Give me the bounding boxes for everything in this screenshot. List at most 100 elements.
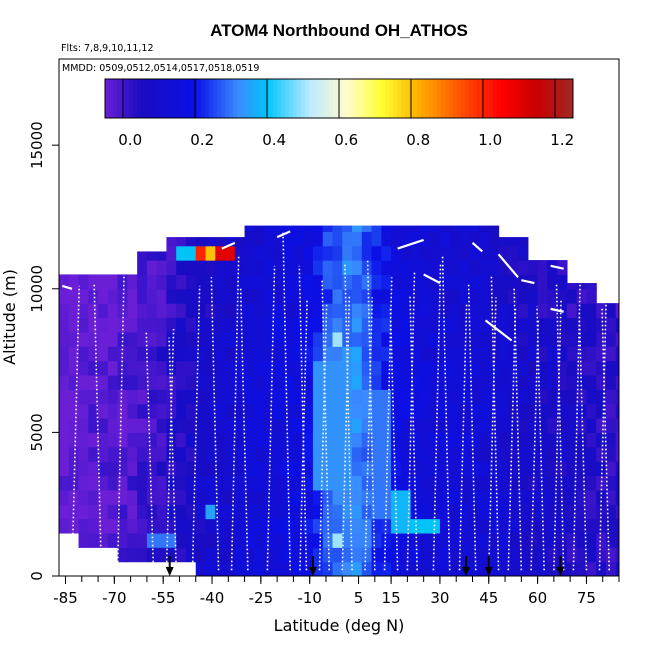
heatmap-cell [98,532,109,548]
heatmap-cell [361,418,373,433]
heatmap-cell [166,360,177,376]
heatmap-cell [283,504,295,520]
heatmap-cell [557,504,568,520]
heatmap-cell [215,518,226,534]
colorbar-swatch [345,79,350,118]
heatmap-cell [205,547,216,563]
heatmap-cell [303,547,314,563]
heatmap-cell [342,547,353,563]
heatmap-cell [205,489,216,505]
heatmap-cell [146,461,158,477]
colorbar-swatch [169,79,174,118]
heatmap-cell [586,346,597,362]
heatmap-cell [234,561,246,576]
heatmap-cell [283,432,295,448]
heatmap-cell [596,317,607,333]
heatmap-cell [459,288,470,304]
heatmap-cell [400,561,412,576]
heatmap-cell [293,331,304,347]
heatmap-cell [352,260,363,276]
heatmap-cell [449,245,461,261]
heatmap-cell [508,418,519,433]
heatmap-cell [469,360,480,376]
heatmap-cell [371,389,382,405]
heatmap-cell [273,288,285,304]
heatmap-cell [234,346,246,362]
colorbar-swatch [413,79,418,118]
heatmap-cell [576,403,588,419]
colorbar-swatch [445,79,450,118]
colorbar-swatch [149,79,154,118]
heatmap-cell [127,331,138,347]
colorbar-swatch [245,79,250,118]
heatmap-cell [352,403,363,419]
heatmap-cell [479,504,490,520]
heatmap-cell [185,303,197,319]
heatmap-cell [430,225,441,232]
heatmap-cell [117,288,128,304]
heatmap-cell [264,389,275,405]
heatmap-cell [498,360,509,376]
heatmap-cell [273,446,285,462]
heatmap-cell [479,475,490,491]
heatmap-cell [293,303,304,319]
heatmap-cell [254,317,265,333]
heatmap-cell [205,237,216,247]
colorbar-swatch [461,79,466,118]
heatmap-cell [137,274,148,290]
heatmap-cell [361,260,373,276]
heatmap-cell [488,446,500,462]
heatmap-cell [361,331,373,347]
heatmap-cell [430,274,441,290]
heatmap-cell [352,274,363,290]
heatmap-cell [352,561,363,576]
heatmap-cell [420,461,431,477]
heatmap-cell [479,389,490,405]
heatmap-cell [59,331,70,347]
dates-label: MMDD: 0509,0512,0514,0517,0518,0519 [62,63,259,74]
colorbar-swatch [129,79,134,118]
heatmap-cell [508,237,519,247]
heatmap-cell [576,518,588,534]
heatmap-cell [557,475,568,491]
colorbar-swatch [145,79,150,118]
heatmap-cell [146,360,158,376]
heatmap-cell [185,532,197,548]
heatmap-cell [527,432,539,448]
heatmap-cell [439,547,451,563]
heatmap-cell [557,461,568,477]
heatmap-cell [98,446,109,462]
heatmap-cell [361,374,373,390]
heatmap-cell [537,446,548,462]
heatmap-cell [361,360,373,376]
heatmap-cell [293,418,304,433]
heatmap-cell [234,288,246,304]
heatmap-cell [605,518,617,534]
heatmap-cell [98,418,109,433]
heatmap-cell [68,346,80,362]
heatmap-cell [254,260,265,276]
heatmap-cell [185,374,197,390]
heatmap-cell [312,475,324,491]
heatmap-cell [615,432,619,448]
heatmap-cell [312,225,324,232]
heatmap-cell [410,303,421,319]
heatmap-cell [479,446,490,462]
heatmap-cell [234,317,246,333]
heatmap-cell [361,231,373,247]
heatmap-cell [400,225,412,232]
colorbar-swatch [293,79,298,118]
flight-profile [116,239,126,571]
heatmap-cell [293,231,304,247]
heatmap-cell [596,331,607,347]
heatmap-cell [185,432,197,448]
heatmap-cell [88,504,99,520]
heatmap-cell [439,288,451,304]
heatmap-cell [88,303,99,319]
heatmap-cell [615,561,619,576]
heatmap-cell [312,561,324,576]
heatmap-cell [566,518,578,534]
heatmap-cell [234,532,246,548]
heatmap-cell [68,317,80,333]
heatmap-cell [195,532,207,548]
